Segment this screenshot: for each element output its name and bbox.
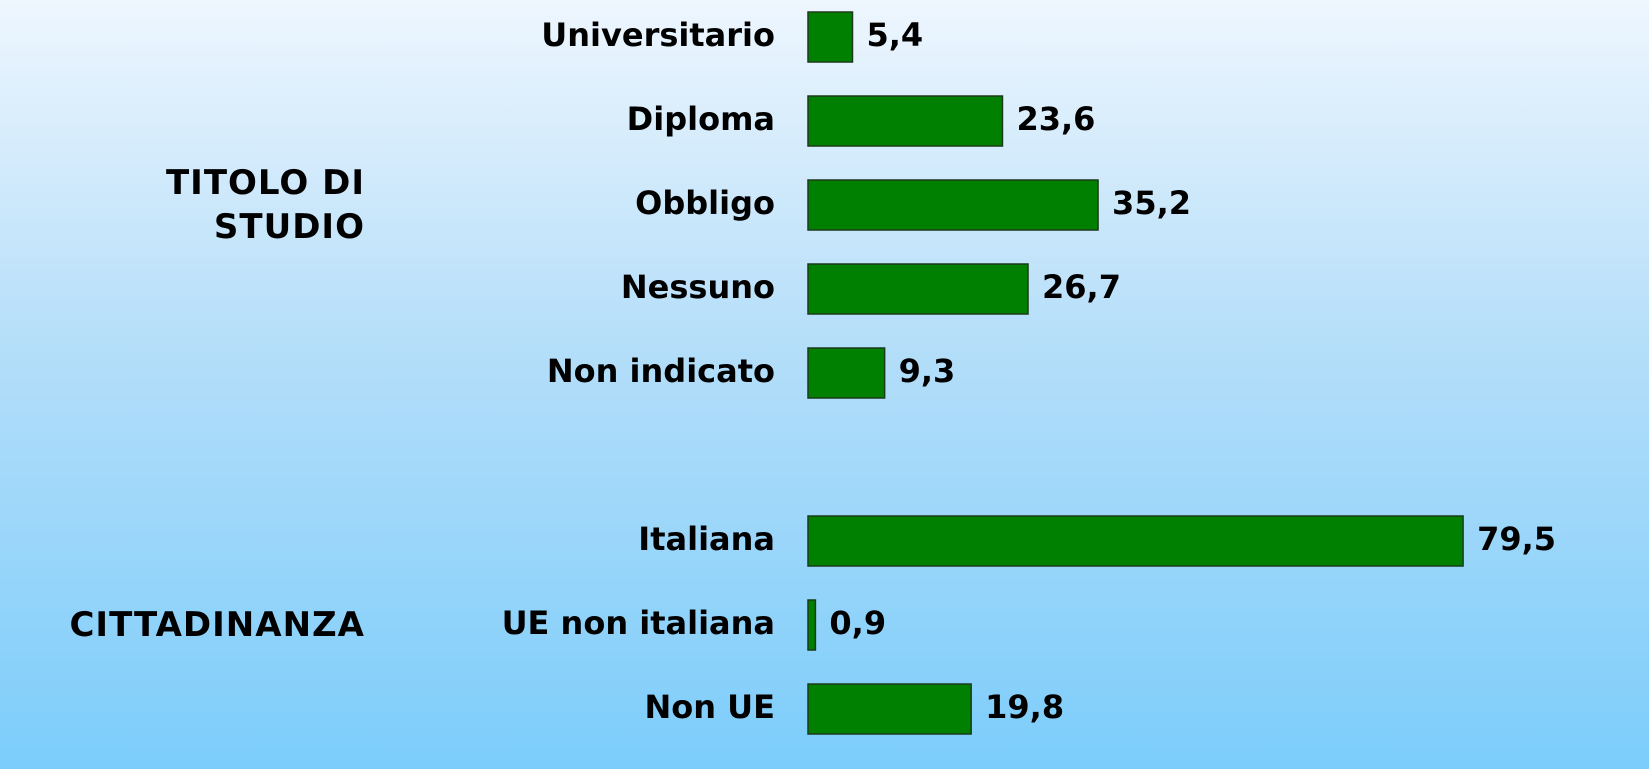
bar	[807, 179, 1099, 231]
category-label: Non UE	[644, 688, 775, 726]
bar	[807, 11, 854, 63]
category-label: Non indicato	[547, 352, 775, 390]
value-label: 79,5	[1477, 520, 1556, 558]
category-label: Nessuno	[621, 268, 775, 306]
bar	[807, 347, 886, 399]
category-label: Universitario	[541, 16, 775, 54]
value-label: 23,6	[1016, 100, 1095, 138]
category-label: Obbligo	[635, 184, 775, 222]
value-label: 0,9	[829, 604, 886, 642]
value-label: 9,3	[899, 352, 956, 390]
value-label: 5,4	[866, 16, 923, 54]
value-label: 26,7	[1042, 268, 1121, 306]
group-label: CITTADINANZA	[69, 605, 365, 645]
bar	[807, 683, 972, 735]
bar	[807, 515, 1464, 567]
group-label: TITOLO DI STUDIO	[165, 163, 365, 247]
category-label: Italiana	[638, 520, 775, 558]
value-label: 35,2	[1112, 184, 1191, 222]
value-label: 19,8	[985, 688, 1064, 726]
bar	[807, 263, 1029, 315]
category-label: UE non italiana	[502, 604, 775, 642]
bar	[807, 95, 1004, 147]
bar	[807, 599, 817, 651]
category-label: Diploma	[627, 100, 775, 138]
